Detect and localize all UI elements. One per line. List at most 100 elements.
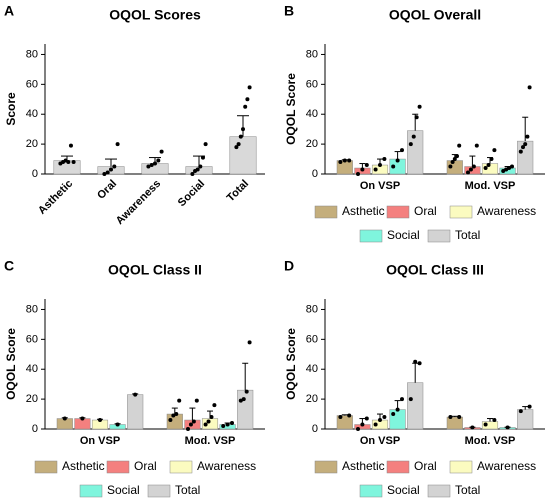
legend-swatch xyxy=(79,484,103,498)
bar xyxy=(407,382,424,430)
data-point xyxy=(518,409,523,414)
data-point xyxy=(457,415,462,420)
data-point xyxy=(209,415,214,420)
legend-label: Total xyxy=(455,483,480,497)
data-point xyxy=(236,142,241,147)
data-point xyxy=(452,157,457,162)
data-point xyxy=(356,427,360,431)
data-point xyxy=(115,422,120,427)
legend-label: Awareness xyxy=(197,459,256,473)
y-tick-label: 0 xyxy=(32,423,38,435)
data-point xyxy=(489,157,494,162)
y-tick-label: 40 xyxy=(306,108,318,120)
data-point xyxy=(468,167,473,172)
data-point xyxy=(62,416,67,421)
legend-label: Total xyxy=(175,483,200,497)
data-point xyxy=(395,407,400,412)
y-tick-label: 60 xyxy=(26,78,38,90)
legend-swatch xyxy=(359,484,383,498)
x-tick-label: Social xyxy=(176,178,207,209)
data-point xyxy=(153,161,157,166)
data-point xyxy=(238,134,243,139)
data-point xyxy=(212,403,217,408)
y-tick-label: 40 xyxy=(306,363,318,375)
data-point xyxy=(109,167,113,172)
y-tick-label: 80 xyxy=(26,303,38,315)
data-point xyxy=(408,397,413,402)
data-point xyxy=(364,163,369,168)
data-point xyxy=(378,418,382,423)
data-point xyxy=(159,149,164,154)
data-point xyxy=(525,134,530,139)
data-point xyxy=(186,427,190,431)
data-point xyxy=(373,422,378,427)
data-point xyxy=(206,419,211,424)
data-point xyxy=(98,418,102,423)
data-point xyxy=(195,167,200,172)
data-point xyxy=(360,422,365,427)
data-point xyxy=(112,164,117,169)
legend-swatch xyxy=(427,229,451,243)
data-point xyxy=(521,145,525,150)
y-tick-label: 20 xyxy=(306,393,318,405)
data-point xyxy=(115,142,120,147)
bar xyxy=(229,136,257,175)
data-point xyxy=(71,160,76,165)
y-tick-label: 20 xyxy=(26,138,38,150)
legend-label: Oral xyxy=(134,459,157,473)
bar xyxy=(127,394,144,430)
x-tick-label: Oral xyxy=(95,178,119,202)
data-point xyxy=(395,158,400,163)
data-point xyxy=(66,160,71,165)
y-tick-label: 60 xyxy=(306,333,318,345)
data-point xyxy=(200,155,205,160)
data-point xyxy=(400,397,404,402)
chart-title: OQOL Class II xyxy=(108,262,202,278)
data-point xyxy=(448,164,453,169)
legend-label: Social xyxy=(387,483,420,497)
data-point xyxy=(234,145,239,150)
data-point xyxy=(523,142,528,147)
y-axis-label: OQOL Score xyxy=(284,73,298,145)
data-point xyxy=(455,154,459,159)
chart-title: OQOL Overall xyxy=(389,7,481,23)
x-tick-label: Mod. VSP xyxy=(185,435,236,447)
legend-swatch xyxy=(169,460,193,474)
data-point xyxy=(244,389,249,394)
legend-label: Asthetic xyxy=(342,459,385,473)
data-point xyxy=(191,419,196,424)
data-point xyxy=(243,104,248,109)
data-point xyxy=(391,412,396,417)
data-point xyxy=(400,148,404,153)
legend-swatch xyxy=(386,205,410,219)
y-tick-label: 80 xyxy=(306,48,318,60)
data-point xyxy=(342,158,347,163)
data-point xyxy=(413,359,418,364)
data-point xyxy=(486,163,491,168)
legend-swatch xyxy=(359,229,383,243)
data-point xyxy=(414,115,419,120)
data-point xyxy=(378,163,382,168)
data-point xyxy=(527,85,532,90)
y-tick-label: 0 xyxy=(312,423,318,435)
data-point xyxy=(360,167,365,172)
y-tick-label: 80 xyxy=(26,48,38,60)
data-point xyxy=(203,142,208,147)
legend-label: Asthetic xyxy=(342,204,385,218)
data-point xyxy=(382,415,387,420)
legend-label: Asthetic xyxy=(62,459,105,473)
data-point xyxy=(194,398,199,403)
data-point xyxy=(203,422,208,427)
data-point xyxy=(474,143,479,148)
data-point xyxy=(492,418,497,423)
legend-swatch xyxy=(147,484,171,498)
panel-label: C xyxy=(4,258,14,274)
data-point xyxy=(382,157,387,162)
data-point xyxy=(347,158,352,163)
y-tick-label: 60 xyxy=(26,333,38,345)
y-tick-label: 20 xyxy=(26,393,38,405)
bar xyxy=(237,389,254,430)
data-point xyxy=(510,164,514,169)
data-point xyxy=(245,97,250,102)
